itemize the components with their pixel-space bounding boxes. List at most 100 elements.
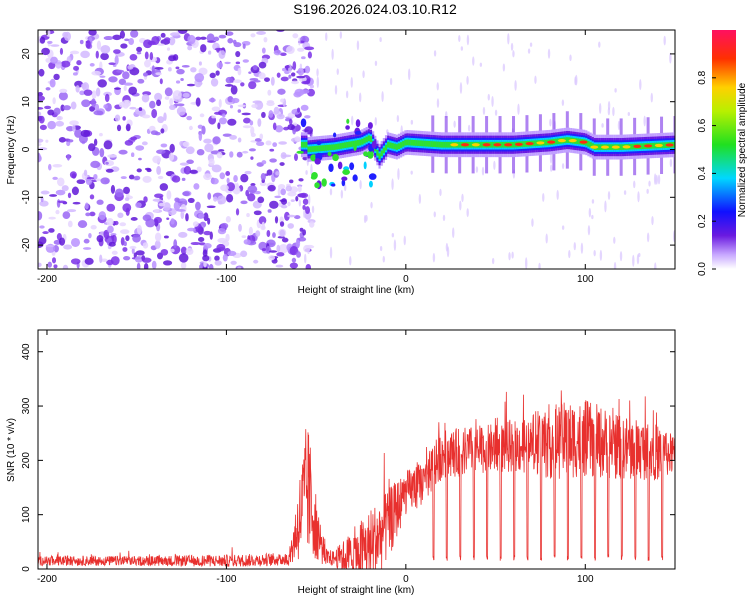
spectrogram-onset-blob xyxy=(352,174,358,182)
spectrogram-noise-blob xyxy=(110,256,120,266)
spectrogram-noise-blob xyxy=(146,168,152,173)
spectrogram-noise-blob xyxy=(219,172,226,180)
spectrogram-noise-blob xyxy=(188,125,193,131)
y-tick-label: -20 xyxy=(21,237,32,252)
spectrogram-faint-streak xyxy=(549,118,552,127)
spectrogram-noise-blob xyxy=(279,162,285,166)
spectrogram-ridge-cell xyxy=(324,145,327,151)
spectrogram-hot-spot xyxy=(461,143,470,147)
spectrogram-noise-blob xyxy=(258,216,267,225)
spectrogram-ridge-cell xyxy=(328,144,332,151)
y-tick-label: 20 xyxy=(21,48,32,60)
spectrogram-noise-blob xyxy=(295,239,301,248)
spectrogram-noise-blob xyxy=(157,175,164,180)
spectrogram-ridge-cell xyxy=(361,138,364,145)
spectrogram-onset-blob xyxy=(349,162,355,171)
spectrogram-noise-blob xyxy=(248,81,257,90)
spectrogram-noise-blob xyxy=(114,114,121,122)
spectrogram-noise-blob xyxy=(120,176,127,180)
spectrogram-faint-streak xyxy=(329,246,333,259)
spectrogram-noise-blob xyxy=(157,116,165,124)
spectrogram-onset-blob xyxy=(367,150,374,159)
spectrogram-noise-blob xyxy=(162,260,173,266)
spectrogram-ridge-cell xyxy=(544,139,547,146)
spectrogram-noise-blob xyxy=(220,222,229,229)
spectrogram-faint-streak xyxy=(340,189,344,199)
spectrogram-noise-blob xyxy=(203,260,207,268)
spectrogram-ridge-cell xyxy=(430,141,433,147)
spectrogram-noise-blob xyxy=(39,124,47,131)
spectrogram-noise-blob xyxy=(49,78,56,88)
spectrogram-noise-blob xyxy=(225,233,230,242)
spectrogram-noise-blob xyxy=(307,51,312,59)
spectrogram-noise-blob xyxy=(217,200,223,205)
spectrogram-noise-blob xyxy=(265,140,272,146)
spectrogram-noise-blob xyxy=(119,30,126,39)
spectrogram-noise-blob xyxy=(38,211,43,221)
spectrogram-noise-blob xyxy=(41,47,50,56)
spectrogram-noise-blob xyxy=(272,142,278,148)
spectrogram-noise-blob xyxy=(203,173,212,181)
spectrogram-faint-streak xyxy=(458,34,461,43)
spectrogram-noise-blob xyxy=(297,47,305,52)
spectrogram-faint-streak xyxy=(637,191,640,203)
spectrogram-noise-blob xyxy=(55,209,60,215)
spectrogram-noise-blob xyxy=(110,184,116,194)
spectrogram-noise-blob xyxy=(114,87,122,90)
spectrogram-noise-blob xyxy=(276,113,285,120)
spectrogram-noise-blob xyxy=(240,82,245,87)
spectrogram-noise-blob xyxy=(291,80,299,85)
spectrogram-noise-blob xyxy=(123,241,127,247)
spectrogram-noise-blob xyxy=(273,49,282,56)
colorbar-label: Normalized spectral amplitude xyxy=(737,82,748,217)
spectrogram-noise-blob xyxy=(95,87,101,97)
x-tick-label: 0 xyxy=(403,574,409,585)
spectrogram-faint-streak xyxy=(391,232,395,238)
spectrogram-noise-blob xyxy=(151,108,158,119)
snr-x-axis-label: Height of straight line (km) xyxy=(298,585,415,596)
spectrogram-onset-blob xyxy=(296,150,304,154)
spectrogram-onset-blob xyxy=(353,143,357,152)
spectrogram-noise-blob xyxy=(190,67,197,73)
spectrogram-ridge-cell xyxy=(326,144,330,151)
spectrogram-noise-blob xyxy=(151,260,157,269)
spectrogram-noise-blob xyxy=(280,98,285,103)
spectrogram-noise-blob xyxy=(91,90,97,99)
spectrogram-noise-blob xyxy=(250,132,256,138)
spectrogram-noise-blob xyxy=(226,194,234,203)
spectrogram-faint-streak xyxy=(343,183,347,192)
spectrogram-noise-blob xyxy=(227,38,234,44)
spectrogram-noise-blob xyxy=(269,158,277,163)
spectrogram-noise-blob xyxy=(259,133,264,140)
spectrogram-noise-blob xyxy=(302,204,306,211)
spectrogram-noise-blob xyxy=(248,226,253,236)
spectrogram-faint-streak xyxy=(466,75,469,85)
spectrogram-noise-blob xyxy=(38,106,44,110)
spectrogram-ridge-cell xyxy=(335,143,338,150)
spectrogram-noise-blob xyxy=(209,72,216,79)
spectrogram-faint-streak xyxy=(651,215,654,226)
spectrogram-ridge-cell xyxy=(356,140,360,146)
spectrogram-ridge-cell xyxy=(468,141,472,148)
spectrogram-faint-streak xyxy=(549,152,553,164)
spectrogram-onset-blob xyxy=(311,172,318,179)
spectrogram-noise-blob xyxy=(111,250,118,255)
spectrogram-noise-blob xyxy=(84,202,89,210)
spectrogram-onset-blob xyxy=(331,183,336,187)
spectrogram-faint-streak xyxy=(612,106,615,117)
spectrogram-noise-blob xyxy=(230,260,237,265)
spectrogram-noise-blob xyxy=(171,175,181,183)
spectrogram-noise-blob xyxy=(250,183,256,187)
spectrogram-noise-blob xyxy=(186,159,194,164)
spectrogram-ridge-cell xyxy=(425,140,429,147)
spectrogram-noise-blob xyxy=(79,39,84,45)
spectrogram-faint-streak xyxy=(549,164,553,172)
spectrogram-noise-blob xyxy=(296,251,301,258)
spectrogram-noise-blob xyxy=(51,257,57,264)
spectrogram-ridge-cell xyxy=(350,141,353,147)
spectrogram-noise-blob xyxy=(90,225,97,230)
spectrogram-noise-blob xyxy=(40,190,50,195)
x-tick-label: -100 xyxy=(216,574,236,585)
spectrogram-ridge-cell xyxy=(555,138,558,145)
spectrogram-noise-blob xyxy=(114,55,119,65)
